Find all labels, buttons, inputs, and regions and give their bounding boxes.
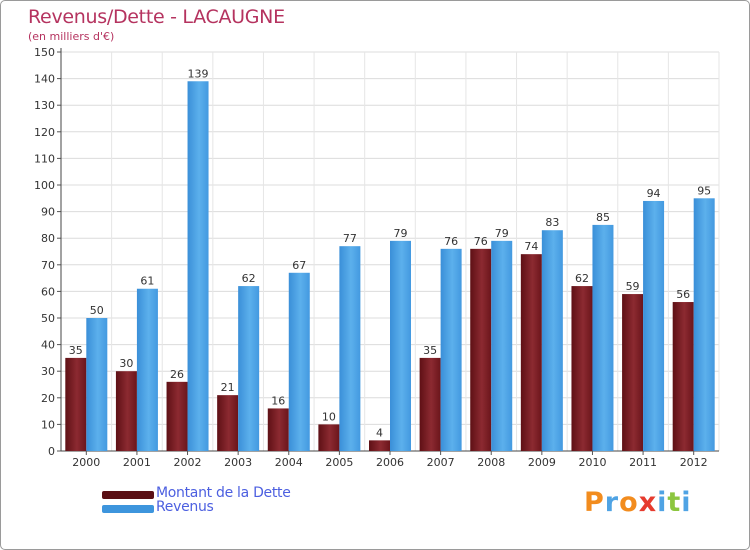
y-tick-label: 100	[34, 179, 55, 192]
bar-dette	[115, 371, 137, 451]
legend-swatch-dette	[102, 491, 154, 499]
data-label: 76	[444, 235, 458, 248]
data-label: 50	[90, 304, 104, 317]
y-tick-label: 40	[41, 339, 55, 352]
x-tick-label: 2005	[325, 456, 353, 469]
y-tick-label: 130	[34, 99, 55, 112]
bar-dette	[520, 254, 542, 451]
bar-dette	[419, 357, 441, 451]
data-label: 4	[376, 426, 383, 439]
data-label: 16	[271, 394, 285, 407]
y-tick-label: 20	[41, 392, 55, 405]
data-label: 83	[545, 216, 559, 229]
y-tick-label: 70	[41, 259, 55, 272]
bar-revenus	[643, 200, 665, 451]
data-label: 62	[242, 272, 256, 285]
data-label: 30	[119, 357, 133, 370]
data-label: 76	[474, 235, 488, 248]
y-tick-label: 50	[41, 312, 55, 325]
bar-revenus	[86, 318, 108, 451]
bar-revenus	[238, 286, 260, 451]
bar-dette	[217, 395, 239, 451]
x-tick-label: 2011	[629, 456, 657, 469]
x-tick-label: 2002	[174, 456, 202, 469]
bar-revenus	[339, 246, 361, 451]
bar-dette	[166, 381, 188, 451]
bar-revenus	[187, 81, 209, 451]
x-tick-label: 2009	[528, 456, 556, 469]
y-tick-label: 120	[34, 126, 55, 139]
bar-dette	[318, 424, 340, 451]
data-label: 94	[647, 187, 661, 200]
logo-letter: r	[604, 487, 620, 518]
data-label: 61	[140, 275, 154, 288]
y-tick-label: 80	[41, 232, 55, 245]
y-tick-label: 60	[41, 285, 55, 298]
legend-label-dette: Montant de la Dette	[156, 485, 291, 501]
data-label: 35	[423, 344, 437, 357]
data-label: 59	[626, 280, 640, 293]
data-label: 62	[575, 272, 589, 285]
data-label: 79	[394, 227, 408, 240]
x-tick-label: 2006	[376, 456, 404, 469]
bar-revenus	[390, 240, 411, 451]
x-tick-label: 2001	[123, 456, 151, 469]
bar-revenus	[491, 240, 513, 451]
x-tick-label: 2003	[224, 456, 252, 469]
bar-revenus	[136, 288, 158, 451]
data-label: 77	[343, 232, 357, 245]
x-tick-label: 2012	[680, 456, 708, 469]
data-label: 56	[676, 288, 690, 301]
y-tick-label: 140	[34, 73, 55, 86]
bar-dette	[65, 357, 87, 451]
y-tick-label: 90	[41, 206, 55, 219]
legend-swatch-revenus	[102, 505, 154, 513]
y-tick-label: 110	[34, 152, 55, 165]
bar-revenus	[288, 272, 310, 451]
chart-subtitle: (en milliers d'€)	[28, 30, 115, 43]
bar-dette	[672, 302, 694, 451]
x-tick-label: 2000	[72, 456, 100, 469]
data-label: 85	[596, 211, 610, 224]
data-label: 74	[524, 240, 538, 253]
y-tick-label: 0	[48, 445, 55, 458]
data-label: 67	[292, 259, 306, 272]
bar-revenus	[541, 230, 563, 451]
x-tick-label: 2010	[578, 456, 606, 469]
x-tick-label: 2004	[275, 456, 303, 469]
x-tick-label: 2007	[427, 456, 455, 469]
logo-letter: t	[667, 487, 682, 518]
y-tick-label: 10	[41, 418, 55, 431]
data-label: 26	[170, 368, 184, 381]
logo-letter: i	[681, 487, 692, 518]
bar-dette	[267, 408, 289, 451]
proxiti-logo: Proxiti	[584, 487, 692, 518]
y-tick-label: 30	[41, 365, 55, 378]
data-label: 10	[322, 410, 336, 423]
bar-revenus	[440, 248, 462, 451]
logo-letter: o	[619, 487, 639, 518]
bar-dette	[622, 294, 644, 451]
data-label: 139	[188, 67, 209, 80]
chart-title: Revenus/Dette - LACAUGNE	[28, 6, 285, 28]
y-tick-label: 150	[34, 46, 55, 59]
data-label: 95	[697, 184, 711, 197]
logo-letter: P	[584, 487, 605, 518]
legend-label-revenus: Revenus	[156, 499, 214, 515]
bar-revenus	[693, 198, 715, 451]
logo-letter: i	[657, 487, 668, 518]
bar-dette	[369, 440, 390, 451]
data-label: 35	[69, 344, 83, 357]
bar-dette	[470, 248, 492, 451]
logo-letter: x	[638, 487, 658, 518]
data-label: 21	[221, 381, 235, 394]
x-tick-label: 2008	[477, 456, 505, 469]
data-label: 79	[495, 227, 509, 240]
bar-dette	[571, 286, 593, 451]
bar-revenus	[592, 224, 614, 451]
